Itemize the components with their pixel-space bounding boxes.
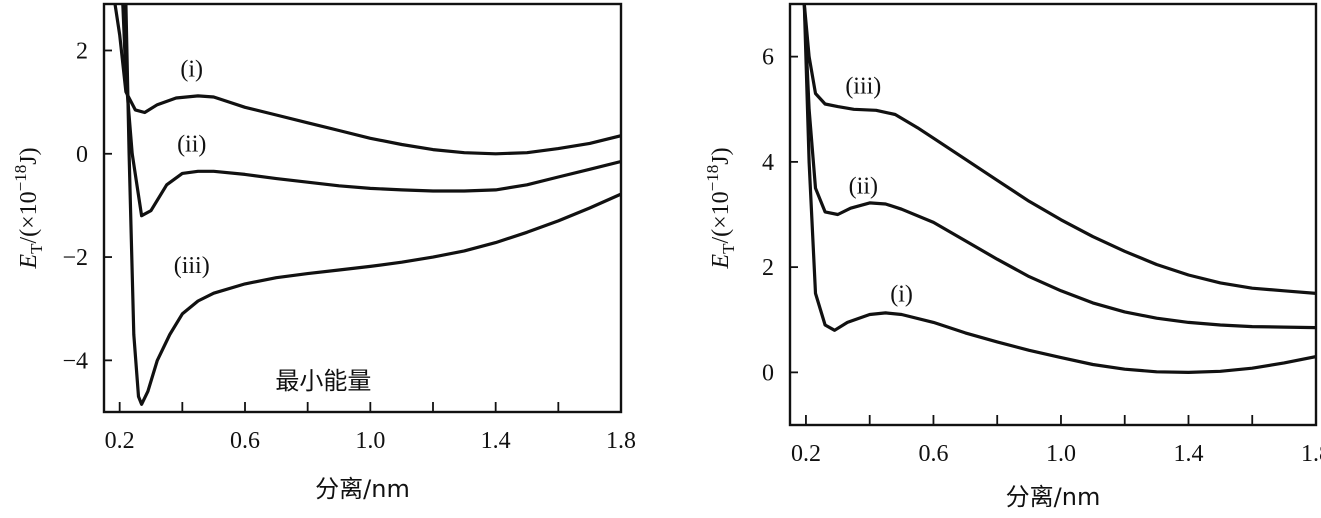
chart-left: 0.2 0.6 1.0 1.4 1.8 −4 −2 0 2 分离/nm ET/(×10−18J) (i… <box>11 2 636 503</box>
y-tick-label: 4 <box>762 150 774 176</box>
y-axis-unit: /(×10 <box>16 191 42 243</box>
x-tick-label: 0.2 <box>791 441 821 467</box>
series-line-iii <box>124 4 621 406</box>
y-tick-label: 0 <box>76 142 88 168</box>
series-label: (iii) <box>845 74 881 100</box>
x-tick-label: 1.8 <box>606 428 636 454</box>
x-axis-title: 分离/nm <box>315 475 410 503</box>
x-tick-label: 1.4 <box>1173 441 1203 467</box>
x-tick-label: 1.0 <box>355 428 385 454</box>
series-line-ii <box>121 4 621 218</box>
x-tick-label: 1.4 <box>481 428 511 454</box>
series-group <box>802 4 1316 374</box>
y-tick-label: 6 <box>762 45 774 71</box>
annotation-text: 最小能量 <box>275 367 371 395</box>
y-axis-title: ET/(×10−18J) <box>703 147 738 269</box>
y-axis-symbol: E <box>708 254 734 270</box>
y-axis-subscript: T <box>27 243 46 254</box>
series-line-iii <box>802 4 1316 295</box>
chart-right: 0.2 0.6 1.0 1.4 1.8 0 2 4 6 分离/nm ET/(×10−18J) (iii… <box>703 2 1321 511</box>
series-label: (i) <box>890 281 913 307</box>
series-line-ii <box>802 4 1316 330</box>
series-label: (iii) <box>174 253 210 279</box>
y-tick-label: −4 <box>62 348 88 374</box>
x-tick-label: 1.0 <box>1046 441 1076 467</box>
series-group <box>113 4 621 406</box>
y-tick-label: 2 <box>76 38 88 64</box>
series-label: (i) <box>180 57 203 83</box>
y-axis-unit-end: J) <box>708 147 734 164</box>
series-line-i <box>802 4 1316 374</box>
x-tick-label: 1.8 <box>1301 441 1321 467</box>
y-tick-label: −2 <box>62 245 88 271</box>
y-tick-label: 2 <box>762 255 774 281</box>
x-axis-title: 分离/nm <box>1006 483 1101 511</box>
y-tick-label: 0 <box>762 360 774 386</box>
y-axis-symbol: E <box>16 254 42 270</box>
y-axis-exponent: −18 <box>703 165 722 192</box>
y-axis-subscript: T <box>719 243 738 254</box>
x-tick-label: 0.6 <box>918 441 948 467</box>
y-axis-title: ET/(×10−18J) <box>11 147 46 269</box>
y-axis-exponent: −18 <box>11 165 30 192</box>
series-label: (ii) <box>177 131 206 157</box>
plot-frame <box>788 2 1318 427</box>
x-tick-label: 0.6 <box>230 428 260 454</box>
y-axis-unit-end: J) <box>16 147 42 164</box>
x-tick-label: 0.2 <box>105 428 135 454</box>
plot-frame <box>102 2 623 414</box>
series-line-i <box>113 4 621 156</box>
y-axis-unit: /(×10 <box>708 191 734 243</box>
series-label: (ii) <box>849 174 878 200</box>
